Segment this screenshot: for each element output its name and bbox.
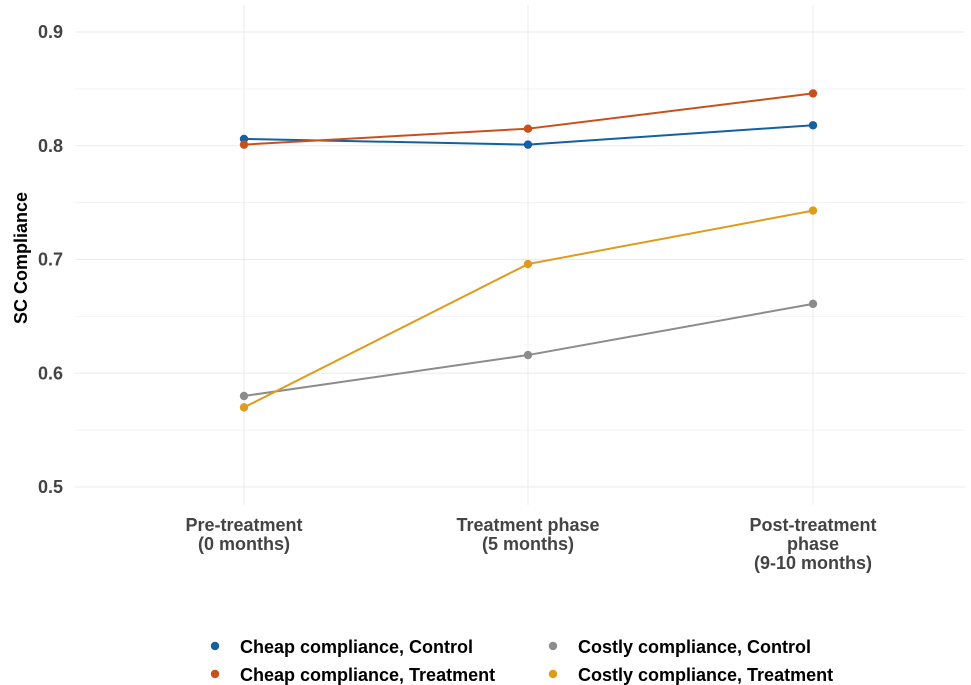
legend-marker bbox=[548, 641, 558, 651]
legend-marker bbox=[210, 641, 220, 651]
y-axis-tick-labels: 0.5 0.6 0.7 0.8 0.9 bbox=[38, 22, 63, 497]
data-point bbox=[239, 403, 249, 412]
y-tick-label: 0.7 bbox=[38, 250, 63, 270]
x-axis-tick-labels: Pre-treatment (0 months) Treatment phase (5… bbox=[185, 515, 876, 573]
data-point bbox=[808, 121, 818, 130]
data-point bbox=[239, 140, 249, 149]
y-tick-label: 0.9 bbox=[38, 22, 63, 42]
data-point bbox=[523, 259, 533, 269]
x-tick-label-line: (9-10 months) bbox=[754, 553, 872, 573]
legend-label: Costly compliance, Treatment bbox=[578, 665, 833, 685]
x-tick-label-line: Treatment phase bbox=[456, 515, 599, 535]
x-tick-label-line: Post-treatment bbox=[749, 515, 876, 535]
x-tick-label-line: phase bbox=[787, 534, 839, 554]
legend-label: Cheap compliance, Treatment bbox=[240, 665, 495, 685]
x-tick-label-line: Pre-treatment bbox=[185, 515, 302, 535]
x-tick-label: Post-treatment phase (9-10 months) bbox=[749, 515, 876, 573]
y-tick-label: 0.5 bbox=[38, 477, 63, 497]
x-tick-label: Treatment phase (5 months) bbox=[456, 515, 599, 554]
y-tick-label: 0.6 bbox=[38, 363, 63, 383]
legend-marker bbox=[210, 669, 220, 679]
x-tick-label-line: (5 months) bbox=[482, 534, 574, 554]
data-point bbox=[523, 124, 533, 133]
x-tick-label: Pre-treatment (0 months) bbox=[185, 515, 302, 554]
legend-label: Costly compliance, Control bbox=[578, 637, 811, 657]
legend-marker bbox=[548, 669, 558, 679]
data-point bbox=[523, 140, 533, 149]
series-lines bbox=[239, 89, 818, 412]
y-axis-title: SC Compliance bbox=[11, 192, 31, 324]
x-tick-label-line: (0 months) bbox=[198, 534, 290, 554]
data-point bbox=[808, 299, 818, 309]
data-point bbox=[808, 89, 818, 98]
data-point bbox=[239, 391, 249, 401]
data-point bbox=[808, 206, 818, 215]
grid-lines bbox=[75, 5, 965, 505]
y-tick-label: 0.8 bbox=[38, 136, 63, 156]
legend: Cheap compliance, Control Cheap complianc… bbox=[210, 637, 833, 685]
data-point bbox=[523, 350, 533, 360]
legend-label: Cheap compliance, Control bbox=[240, 637, 473, 657]
